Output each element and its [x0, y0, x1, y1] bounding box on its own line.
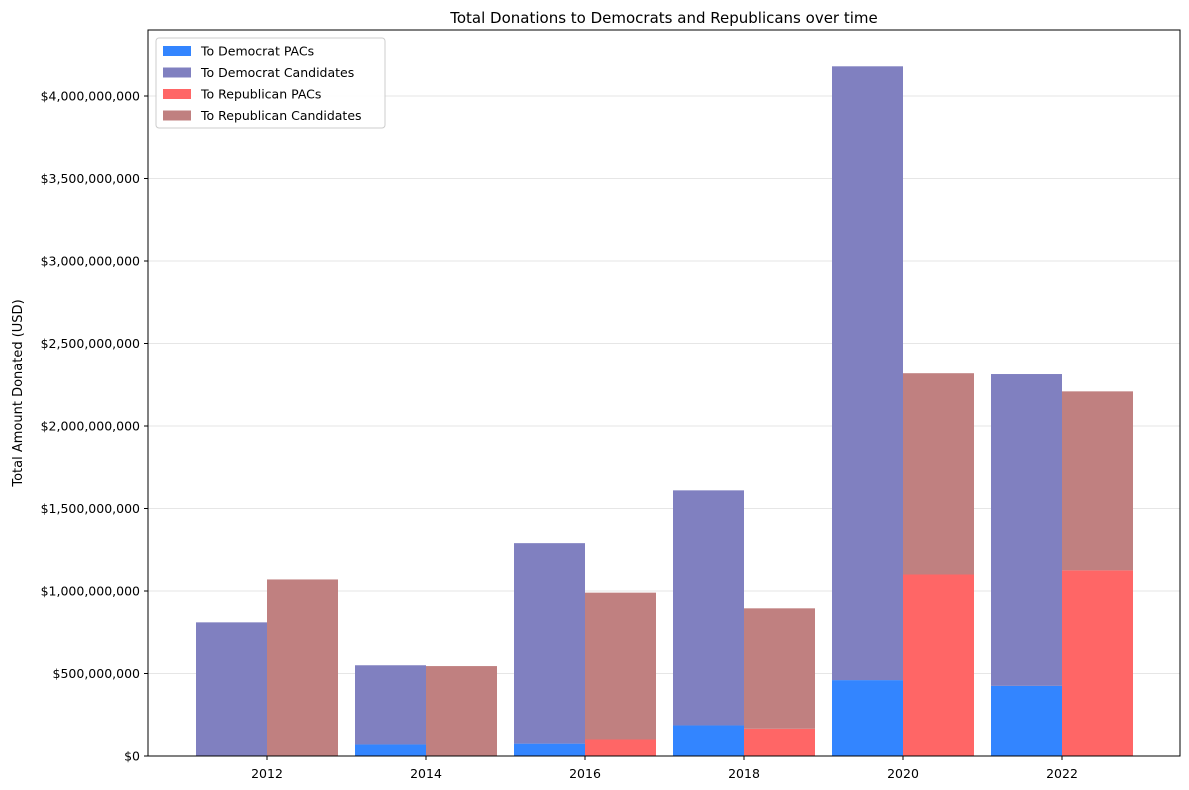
y-axis-label: Total Amount Donated (USD) [11, 299, 26, 487]
chart-title: Total Donations to Democrats and Republi… [449, 9, 878, 27]
y-axis: $0 $500,000,000 $1,000,000,000 $1,500,000,0… [41, 89, 148, 764]
bar-to-republican-candidates [744, 608, 815, 729]
legend-swatch [163, 67, 191, 78]
bar-to-democrat-pacs [832, 680, 903, 756]
bar-to-republican-pacs [903, 574, 974, 756]
bar-to-democrat-candidates [514, 543, 585, 744]
bar-to-democrat-candidates [673, 490, 744, 726]
x-tick-label: 2016 [569, 766, 601, 781]
bar-to-democrat-pacs [991, 685, 1062, 756]
y-tick-label: $3,000,000,000 [41, 254, 140, 269]
bar-to-republican-candidates [585, 592, 656, 740]
bar-to-democrat-candidates [832, 66, 903, 681]
y-tick-label: $2,500,000,000 [41, 336, 140, 351]
bar-to-democrat-candidates [196, 622, 267, 756]
bar-to-republican-candidates [426, 666, 497, 756]
legend-swatch [163, 89, 191, 99]
y-tick-label: $2,000,000,000 [41, 419, 140, 434]
plot-frame [147, 29, 1181, 757]
bar-to-democrat-pacs [355, 744, 426, 756]
x-tick-label: 2022 [1046, 766, 1078, 781]
y-tick-label: $3,500,000,000 [41, 171, 140, 186]
bar-to-republican-pacs [1062, 570, 1133, 756]
y-tick-label: $500,000,000 [53, 666, 141, 681]
x-tick-label: 2012 [251, 766, 283, 781]
legend-swatch [163, 46, 191, 56]
bar-to-democrat-candidates [991, 374, 1062, 686]
legend-label: To Republican PACs [200, 87, 321, 102]
legend-swatch [163, 110, 191, 121]
bar-to-democrat-pacs [673, 725, 744, 756]
x-tick-label: 2014 [410, 766, 442, 781]
bars [196, 66, 1133, 756]
x-axis: 2012 2014 2016 2018 2020 2022 [251, 756, 1078, 781]
bar-to-republican-pacs [585, 739, 656, 756]
bar-to-democrat-candidates [355, 665, 426, 745]
bar-to-republican-candidates [267, 579, 338, 756]
legend-box [155, 37, 386, 129]
y-tick-label: $4,000,000,000 [41, 89, 140, 104]
legend-label: To Republican Candidates [200, 108, 362, 123]
y-tick-label: $1,000,000,000 [41, 584, 140, 599]
bar-to-democrat-pacs [514, 743, 585, 756]
legend-label: To Democrat Candidates [200, 65, 354, 80]
bar-to-republican-pacs [744, 728, 815, 756]
x-tick-label: 2018 [728, 766, 760, 781]
y-tick-label: $1,500,000,000 [41, 501, 140, 516]
legend: To Democrat PACs To Democrat Candidates To… [155, 37, 386, 129]
bar-to-republican-candidates [903, 373, 974, 575]
x-tick-label: 2020 [887, 766, 919, 781]
legend-label: To Democrat PACs [200, 44, 314, 59]
y-tick-label: $0 [124, 749, 140, 764]
bar-to-republican-candidates [1062, 391, 1133, 571]
